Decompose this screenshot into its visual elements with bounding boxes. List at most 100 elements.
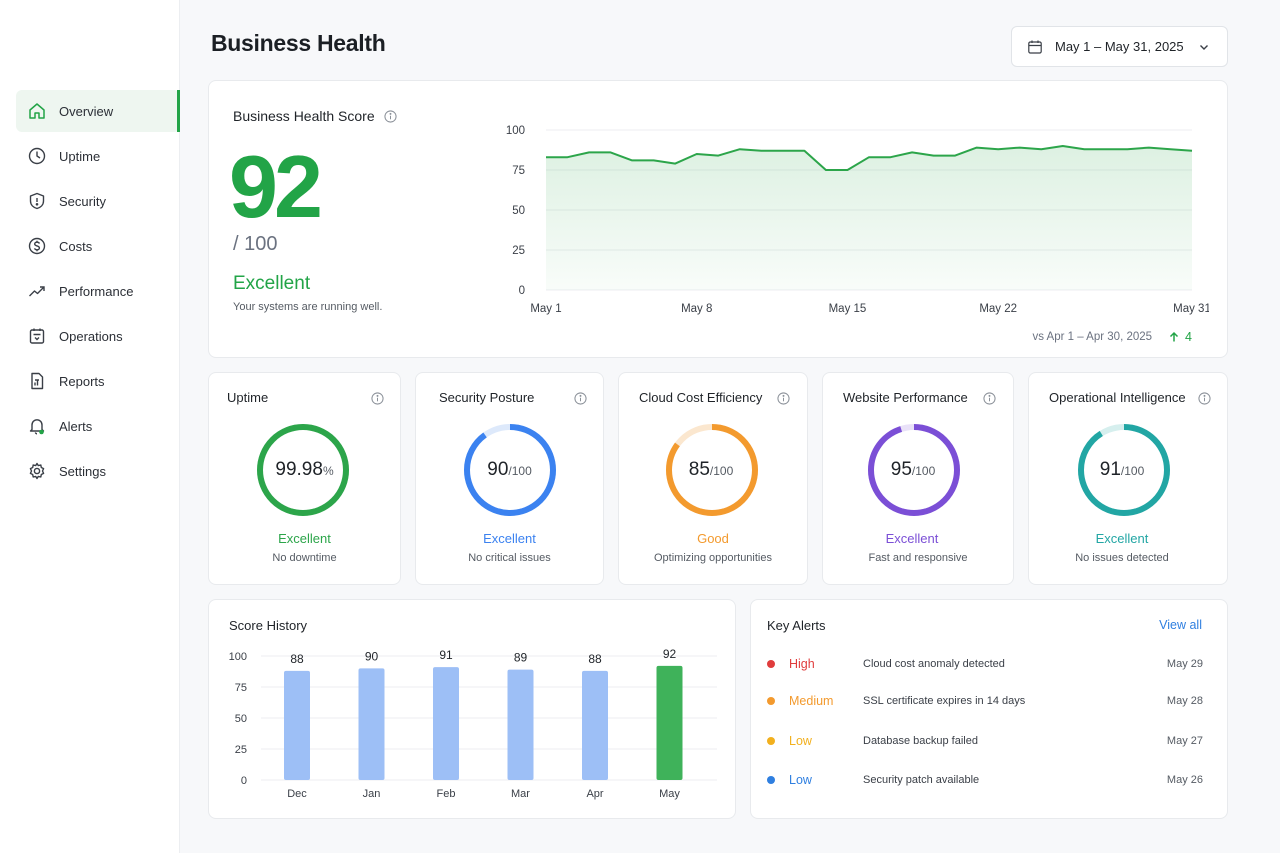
alert-date: May 26	[1166, 774, 1203, 786]
severity-dot	[767, 737, 775, 745]
sidebar-item-alerts[interactable]: Alerts	[16, 405, 180, 447]
alert-row[interactable]: High Cloud cost anomaly detected May 29	[767, 654, 1203, 674]
sidebar: Overview Uptime Security Costs Performan…	[0, 0, 180, 853]
sidebar-item-label: Security	[59, 193, 106, 209]
sidebar-item-label: Settings	[59, 463, 106, 479]
sidebar-nav: Overview Uptime Security Costs Performan…	[16, 90, 180, 495]
metric-description: No issues detected	[1075, 552, 1169, 564]
sidebar-item-uptime[interactable]: Uptime	[16, 135, 180, 177]
progress-ring	[1078, 424, 1170, 516]
bar[interactable]	[433, 667, 459, 780]
metric-title: Uptime	[227, 390, 269, 405]
health-score-status: Excellent	[233, 273, 311, 294]
bell-icon	[29, 419, 45, 435]
metric-value: 90/100	[416, 459, 603, 481]
metric-card-security-posture[interactable]: Security Posture 90/100 Excellent No cri…	[415, 372, 604, 585]
alert-row[interactable]: Medium SSL certificate expires in 14 day…	[767, 691, 1203, 711]
metric-card-uptime[interactable]: Uptime 99.98% Excellent No downtime	[208, 372, 401, 585]
operations-icon	[29, 328, 45, 344]
alert-severity: High	[789, 657, 815, 671]
bar-value-label: 88	[290, 652, 304, 666]
info-icon[interactable]	[574, 392, 587, 405]
report-icon	[31, 372, 44, 390]
view-all-link[interactable]: View all	[1159, 618, 1202, 632]
metric-status: Excellent	[885, 531, 939, 546]
info-icon[interactable]	[371, 392, 384, 405]
sidebar-item-overview[interactable]: Overview	[16, 90, 180, 132]
info-icon[interactable]	[1198, 392, 1211, 405]
sidebar-item-settings[interactable]: Settings	[16, 450, 180, 492]
comparison: vs Apr 1 – Apr 30, 2025 4	[1032, 330, 1192, 344]
bar-value-label: 89	[514, 651, 528, 665]
bar[interactable]	[656, 665, 683, 780]
metric-title: Cloud Cost Efficiency	[639, 390, 763, 405]
x-tick-label: Mar	[511, 788, 530, 800]
metric-description: No downtime	[272, 552, 337, 564]
x-tick-label: May 31	[1173, 303, 1209, 315]
sidebar-item-performance[interactable]: Performance	[16, 270, 180, 312]
metric-status: Excellent	[278, 531, 331, 546]
y-tick-label: 75	[512, 165, 525, 177]
score-history-chart: 0 25 50 75 100 88 Dec 90 Jan 91 Feb 89 Mar 88 Apr 92 May	[229, 647, 717, 800]
sidebar-item-operations[interactable]: Operations	[16, 315, 180, 357]
metric-value-unit: /100	[911, 464, 936, 478]
alert-message: SSL certificate expires in 14 days	[863, 695, 1026, 707]
sidebar-item-reports[interactable]: Reports	[16, 360, 180, 402]
health-score-title: Business Health Score	[233, 108, 397, 124]
x-tick-label: May 15	[829, 303, 867, 315]
ring-progress	[257, 424, 349, 516]
info-icon[interactable]	[384, 109, 397, 123]
alert-severity: Low	[789, 734, 812, 748]
metric-description: Optimizing opportunities	[653, 552, 772, 564]
x-tick-label: Feb	[437, 788, 456, 800]
ring-progress	[666, 424, 758, 516]
metric-value-unit: /100	[1120, 464, 1145, 478]
y-tick-label: 100	[506, 125, 525, 137]
metric-value-unit: /100	[709, 464, 734, 478]
key-alerts-title: Key Alerts	[767, 618, 826, 633]
date-range-picker[interactable]: May 1 – May 31, 2025	[1011, 26, 1228, 67]
bar[interactable]	[582, 670, 608, 780]
metric-value-number: 99.98	[275, 459, 323, 480]
metric-value-number: 95	[890, 459, 912, 480]
metric-card-website-performance[interactable]: Website Performance 95/100 Excellent Fas…	[822, 372, 1014, 585]
alert-message: Security patch available	[863, 774, 980, 786]
alert-date: May 28	[1166, 695, 1203, 707]
alert-row[interactable]: Low Database backup failed May 27	[767, 731, 1203, 751]
comparison-delta: 4	[1168, 330, 1192, 344]
info-icon[interactable]	[777, 392, 790, 405]
score-history-card: 0 25 50 75 100 88 Dec 90 Jan 91 Feb 89 Mar 88 Apr 92 May…	[208, 599, 736, 819]
alert-severity: Medium	[789, 694, 834, 708]
info-icon[interactable]	[983, 392, 996, 405]
metric-card-cloud-cost-efficiency[interactable]: Cloud Cost Efficiency 85/100 Good Optimi…	[618, 372, 808, 585]
metric-card-operational-intelligence[interactable]: Operational Intelligence 91/100 Excellen…	[1028, 372, 1228, 585]
metric-value-number: 90	[487, 459, 509, 480]
bar[interactable]	[358, 668, 385, 780]
alert-row[interactable]: Low Security patch available May 26	[767, 770, 1203, 790]
sidebar-item-costs[interactable]: Costs	[16, 225, 180, 267]
metric-value-unit: /100	[508, 464, 532, 478]
x-tick-label: Jan	[363, 788, 381, 800]
severity-dot	[767, 660, 775, 668]
metric-description: No critical issues	[468, 552, 551, 564]
bar[interactable]	[507, 669, 534, 780]
comparison-label: vs Apr 1 – Apr 30, 2025	[1032, 331, 1153, 343]
sidebar-item-security[interactable]: Security	[16, 180, 180, 222]
metric-value: 85/100	[617, 459, 805, 481]
alert-date: May 27	[1166, 735, 1203, 747]
severity-dot	[767, 776, 775, 784]
health-score-max: / 100	[233, 233, 278, 255]
metric-value-number: 91	[1099, 459, 1121, 480]
gear-icon	[29, 462, 45, 480]
metric-value: 91/100	[1023, 459, 1221, 481]
sidebar-item-label: Uptime	[59, 148, 101, 164]
metric-status: Good	[697, 531, 729, 546]
score-history-title: Score History	[229, 618, 308, 633]
metric-value-number: 85	[688, 459, 710, 480]
bar[interactable]	[284, 670, 310, 780]
metric-value: 95/100	[818, 459, 1008, 481]
calendar-icon	[1028, 40, 1042, 54]
x-tick-label: Apr	[586, 788, 603, 800]
alert-date: May 29	[1166, 658, 1203, 670]
home-icon	[29, 103, 45, 119]
